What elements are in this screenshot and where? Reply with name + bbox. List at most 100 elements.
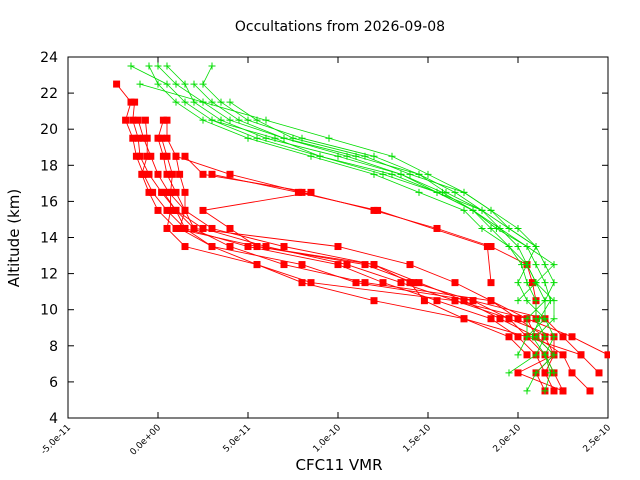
data-point <box>397 279 405 287</box>
data-point <box>253 116 261 124</box>
data-point <box>388 152 396 160</box>
data-point <box>226 116 234 124</box>
data-point <box>163 116 171 124</box>
y-tick-label: 18 <box>40 158 58 174</box>
data-point <box>172 98 180 106</box>
data-point <box>451 188 459 196</box>
data-point <box>134 134 142 142</box>
data-point <box>514 333 522 341</box>
data-point <box>514 243 522 251</box>
y-tick-label: 20 <box>40 122 58 138</box>
data-point <box>505 333 513 341</box>
data-point <box>235 116 243 124</box>
data-point <box>154 80 162 88</box>
data-point <box>595 369 603 377</box>
data-point <box>298 261 306 269</box>
data-point <box>172 206 180 214</box>
data-point <box>505 315 513 323</box>
data-point <box>550 315 558 323</box>
x-tick-label: -5.0e-11 <box>39 423 73 457</box>
data-point <box>154 170 162 178</box>
data-point <box>514 369 522 377</box>
profile-line <box>175 155 537 319</box>
data-point <box>478 224 486 232</box>
profile-line <box>166 65 546 374</box>
data-point <box>129 134 137 142</box>
data-point <box>244 134 252 142</box>
data-point <box>280 243 288 251</box>
data-point <box>496 315 504 323</box>
data-point <box>550 351 558 359</box>
data-point <box>420 297 428 305</box>
data-point <box>550 369 558 377</box>
y-axis-label: Altitude (km) <box>5 189 23 287</box>
data-point <box>370 206 378 214</box>
data-point <box>483 243 491 251</box>
data-point <box>541 297 549 305</box>
data-point <box>159 152 167 160</box>
data-point <box>163 170 171 178</box>
data-point <box>163 80 171 88</box>
data-point <box>190 224 198 232</box>
data-point <box>199 170 207 178</box>
data-point <box>172 152 180 160</box>
x-axis-label: CFC11 VMR <box>295 456 382 474</box>
data-point <box>523 243 531 251</box>
data-point <box>406 261 414 269</box>
profile-line <box>141 120 555 392</box>
data-point <box>505 369 513 377</box>
data-point <box>226 170 234 178</box>
data-point <box>541 261 549 269</box>
data-point <box>496 224 504 232</box>
series-0 <box>113 80 610 395</box>
y-tick-label: 16 <box>40 194 58 210</box>
data-point <box>298 279 306 287</box>
data-point <box>370 261 378 269</box>
data-point <box>406 170 414 178</box>
data-point <box>451 297 459 305</box>
data-point <box>541 351 549 359</box>
data-point <box>316 152 324 160</box>
series-1 <box>127 62 558 395</box>
y-tick-label: 6 <box>49 375 58 391</box>
data-point <box>172 188 180 196</box>
data-point <box>374 206 382 214</box>
data-point <box>514 351 522 359</box>
x-tick-label: 2.0e-10 <box>492 423 524 455</box>
data-point <box>143 152 151 160</box>
y-tick-label: 22 <box>40 86 58 102</box>
data-point <box>523 297 531 305</box>
data-point <box>280 261 288 269</box>
data-point <box>181 80 189 88</box>
data-point <box>397 170 405 178</box>
data-point <box>532 297 540 305</box>
data-point <box>523 261 531 269</box>
data-point <box>541 369 549 377</box>
data-point <box>505 224 513 232</box>
data-point <box>134 116 142 124</box>
data-point <box>145 170 153 178</box>
data-point <box>280 134 288 142</box>
data-point <box>568 333 576 341</box>
data-point <box>523 387 531 395</box>
data-point <box>181 243 189 251</box>
data-point <box>604 351 610 359</box>
y-tick-label: 12 <box>40 267 58 283</box>
data-point <box>181 224 189 232</box>
data-point <box>532 279 540 287</box>
data-point <box>532 351 540 359</box>
data-point <box>226 98 234 106</box>
data-point <box>469 206 477 214</box>
data-point <box>141 116 149 124</box>
data-point <box>143 134 151 142</box>
data-point <box>433 297 441 305</box>
data-point <box>433 188 441 196</box>
data-point <box>388 170 396 178</box>
data-point <box>379 279 387 287</box>
data-point <box>154 206 162 214</box>
data-point <box>410 279 418 287</box>
profile-line <box>166 120 564 392</box>
data-point <box>550 333 558 341</box>
data-point <box>145 62 153 70</box>
data-point <box>176 224 184 232</box>
